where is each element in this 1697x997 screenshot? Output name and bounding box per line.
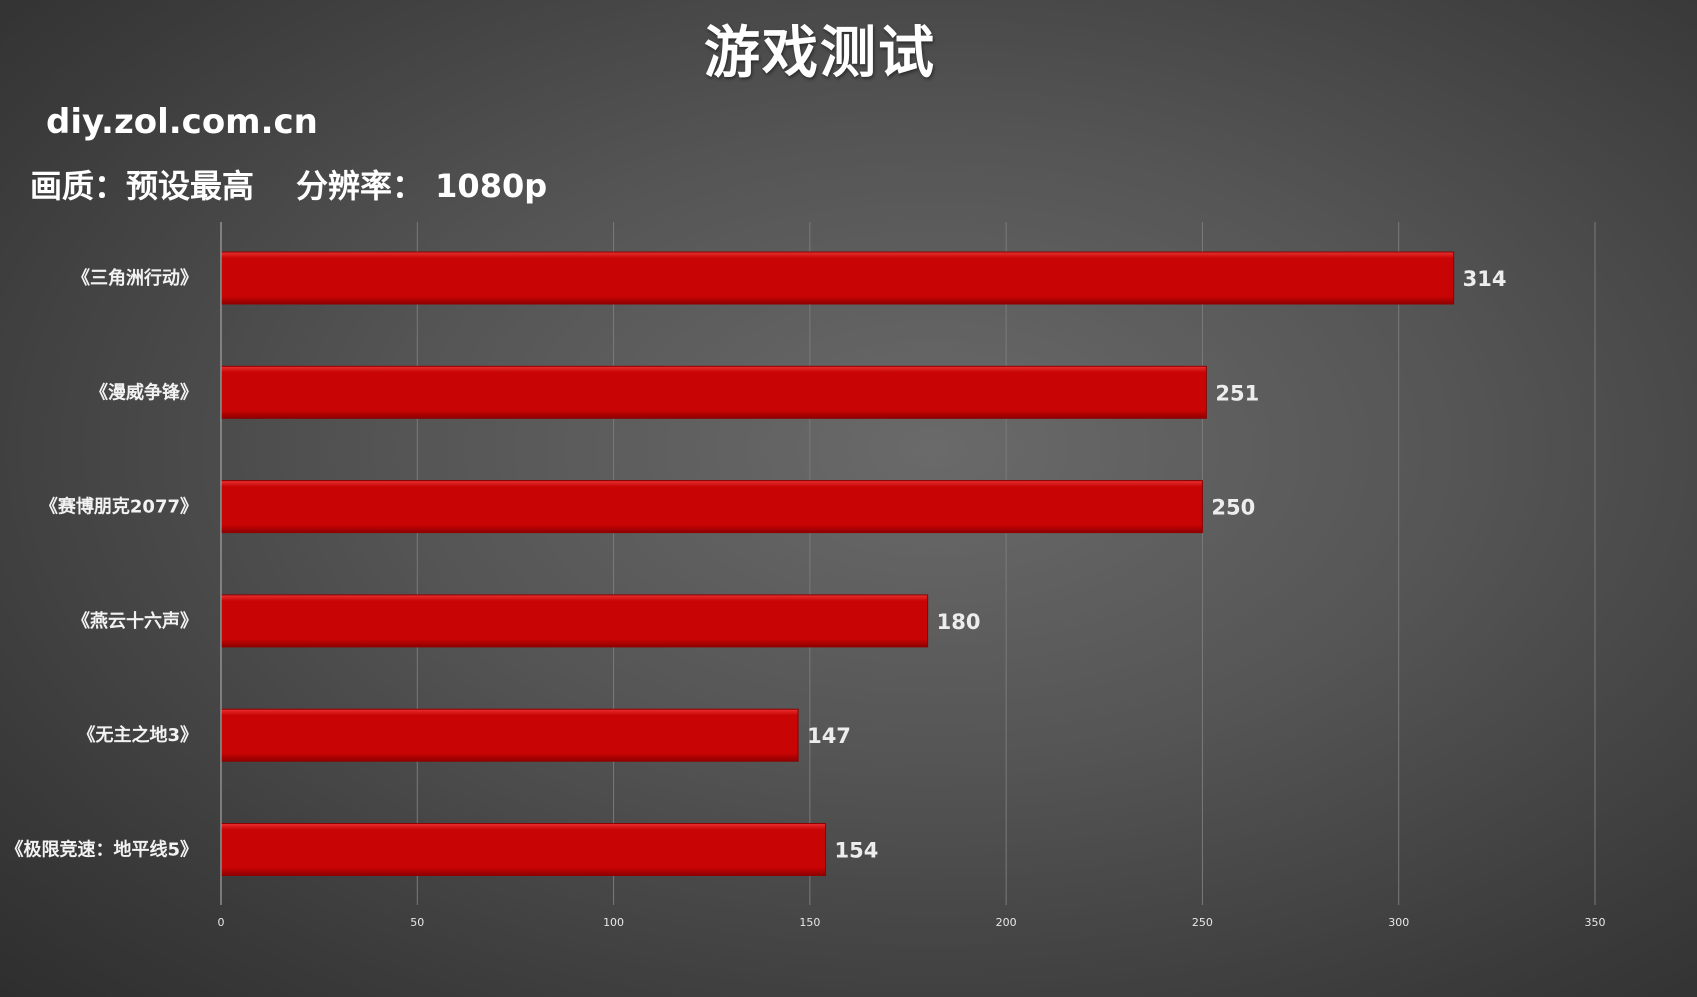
gridlines <box>416 222 1596 905</box>
x-tick-label: 150 <box>799 916 820 929</box>
x-tick-label: 250 <box>1192 916 1213 929</box>
chart-title: 游戏测试 <box>704 21 936 86</box>
value-labels: 314 251 250 180 147 154 <box>807 267 1506 863</box>
value-label: 180 <box>937 610 981 634</box>
value-label: 147 <box>807 724 851 748</box>
category-label: 《三角洲行动》 <box>72 267 198 289</box>
x-tick-label: 100 <box>603 916 624 929</box>
value-label: 314 <box>1463 267 1507 291</box>
x-tick-label: 350 <box>1585 916 1606 929</box>
value-label: 251 <box>1215 381 1259 405</box>
resolution-label: 分辨率： 1080p <box>296 167 548 205</box>
quality-label: 画质：预设最高 <box>30 167 255 205</box>
category-label: 《赛博朋克2077》 <box>40 496 198 518</box>
bar <box>220 365 1207 419</box>
x-tick-label: 200 <box>996 916 1017 929</box>
x-tick-label: 300 <box>1388 916 1409 929</box>
bar <box>220 251 1455 305</box>
settings-line: 画质：预设最高 分辨率： 1080p <box>30 161 547 207</box>
watermark-text: diy.zol.com.cn <box>46 102 318 142</box>
bar <box>220 823 827 876</box>
bar <box>220 594 929 648</box>
value-label: 250 <box>1211 496 1255 520</box>
category-label: 《无主之地3》 <box>77 724 198 746</box>
category-label: 《极限竞速：地平线5》 <box>5 839 198 861</box>
x-tick-label: 50 <box>410 916 424 929</box>
bar <box>220 480 1203 534</box>
value-label: 154 <box>835 839 879 863</box>
bar <box>220 708 799 762</box>
x-tick-label: 0 <box>218 916 225 929</box>
category-label: 《燕云十六声》 <box>72 610 198 632</box>
category-label: 《漫威争锋》 <box>90 381 198 403</box>
bars <box>220 251 1455 876</box>
x-axis-ticks: 0 50 100 150 200 250 300 350 <box>218 916 1606 929</box>
category-labels: 《三角洲行动》《漫威争锋》《赛博朋克2077》《燕云十六声》《无主之地3》《极限… <box>5 267 198 861</box>
